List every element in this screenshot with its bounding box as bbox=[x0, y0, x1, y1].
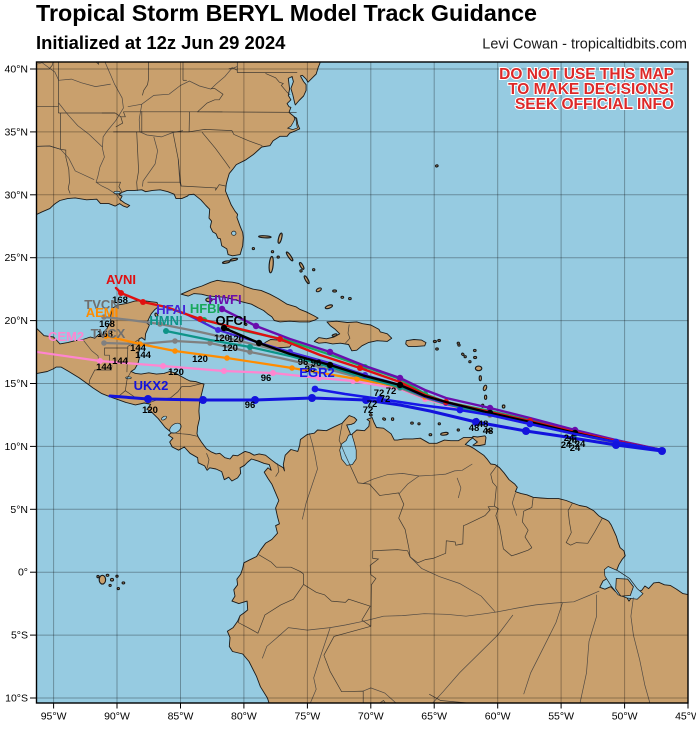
svg-text:65°W: 65°W bbox=[421, 711, 447, 723]
svg-text:TO MAKE DECISIONS!: TO MAKE DECISIONS! bbox=[508, 81, 674, 98]
svg-text:10°N: 10°N bbox=[5, 441, 28, 453]
svg-text:0°: 0° bbox=[18, 567, 28, 579]
svg-text:144: 144 bbox=[135, 350, 152, 361]
svg-text:144: 144 bbox=[130, 343, 147, 354]
svg-text:24: 24 bbox=[570, 443, 581, 454]
svg-text:45°W: 45°W bbox=[675, 711, 696, 723]
svg-text:80°W: 80°W bbox=[231, 711, 257, 723]
svg-text:168: 168 bbox=[99, 319, 115, 330]
svg-text:95°W: 95°W bbox=[41, 711, 67, 723]
svg-text:HMNI: HMNI bbox=[149, 313, 182, 328]
svg-text:Tropical Storm BERYL Model Tra: Tropical Storm BERYL Model Track Guidanc… bbox=[36, 0, 537, 26]
svg-text:TVCX: TVCX bbox=[91, 326, 126, 341]
svg-text:DO NOT USE THIS MAP: DO NOT USE THIS MAP bbox=[499, 66, 674, 83]
svg-text:HFBI: HFBI bbox=[190, 301, 220, 316]
svg-text:72: 72 bbox=[380, 394, 391, 405]
svg-text:72: 72 bbox=[367, 399, 378, 410]
svg-text:HFAI: HFAI bbox=[156, 302, 186, 317]
svg-text:TVCN: TVCN bbox=[84, 297, 119, 312]
svg-text:24: 24 bbox=[561, 440, 572, 451]
svg-text:48: 48 bbox=[478, 419, 489, 430]
svg-text:72: 72 bbox=[374, 388, 385, 399]
svg-text:96: 96 bbox=[298, 357, 309, 368]
svg-text:168: 168 bbox=[97, 329, 113, 340]
svg-text:OFCI: OFCI bbox=[215, 313, 246, 328]
svg-text:25°N: 25°N bbox=[5, 252, 28, 264]
svg-text:CEM2: CEM2 bbox=[48, 329, 84, 344]
svg-text:85°W: 85°W bbox=[168, 711, 194, 723]
svg-text:24: 24 bbox=[564, 433, 575, 444]
svg-text:35°N: 35°N bbox=[5, 126, 28, 138]
svg-text:AVNI: AVNI bbox=[106, 272, 136, 287]
svg-text:HWFI: HWFI bbox=[208, 292, 241, 307]
svg-text:20°N: 20°N bbox=[5, 315, 28, 327]
svg-text:120: 120 bbox=[142, 405, 158, 416]
svg-text:60°W: 60°W bbox=[485, 711, 511, 723]
svg-text:AEMI: AEMI bbox=[86, 305, 119, 320]
svg-text:24: 24 bbox=[567, 436, 578, 447]
svg-text:120: 120 bbox=[228, 334, 244, 345]
svg-text:120: 120 bbox=[168, 367, 184, 378]
svg-text:120: 120 bbox=[222, 343, 238, 354]
svg-text:5°N: 5°N bbox=[10, 504, 28, 516]
svg-text:144: 144 bbox=[96, 362, 113, 373]
svg-text:Levi Cowan - tropicaltidbits.c: Levi Cowan - tropicaltidbits.com bbox=[482, 37, 687, 53]
svg-text:30°N: 30°N bbox=[5, 189, 28, 201]
svg-text:120: 120 bbox=[192, 354, 208, 365]
svg-text:96: 96 bbox=[245, 400, 256, 411]
svg-text:55°W: 55°W bbox=[548, 711, 574, 723]
svg-text:48: 48 bbox=[483, 426, 494, 437]
svg-text:96: 96 bbox=[261, 373, 272, 384]
svg-text:SEEK OFFICIAL INFO: SEEK OFFICIAL INFO bbox=[515, 96, 674, 113]
svg-text:5°S: 5°S bbox=[11, 630, 28, 642]
svg-text:168: 168 bbox=[112, 295, 128, 306]
svg-text:50°W: 50°W bbox=[612, 711, 638, 723]
svg-text:72: 72 bbox=[363, 405, 374, 416]
svg-text:72: 72 bbox=[386, 386, 397, 397]
svg-text:24: 24 bbox=[575, 439, 586, 450]
svg-text:96: 96 bbox=[311, 358, 322, 369]
svg-text:EGR2: EGR2 bbox=[299, 365, 334, 380]
svg-text:15°N: 15°N bbox=[5, 378, 28, 390]
svg-text:120: 120 bbox=[214, 333, 230, 344]
svg-text:70°W: 70°W bbox=[358, 711, 384, 723]
svg-text:144: 144 bbox=[112, 356, 129, 367]
svg-text:40°N: 40°N bbox=[5, 64, 28, 76]
svg-text:48: 48 bbox=[469, 423, 480, 434]
svg-text:75°W: 75°W bbox=[295, 711, 321, 723]
svg-text:90°W: 90°W bbox=[104, 711, 130, 723]
svg-text:96: 96 bbox=[305, 364, 316, 375]
svg-text:Initialized at 12z Jun 29 2024: Initialized at 12z Jun 29 2024 bbox=[36, 32, 286, 53]
svg-text:10°S: 10°S bbox=[5, 693, 28, 705]
svg-text:UKX2: UKX2 bbox=[134, 378, 169, 393]
